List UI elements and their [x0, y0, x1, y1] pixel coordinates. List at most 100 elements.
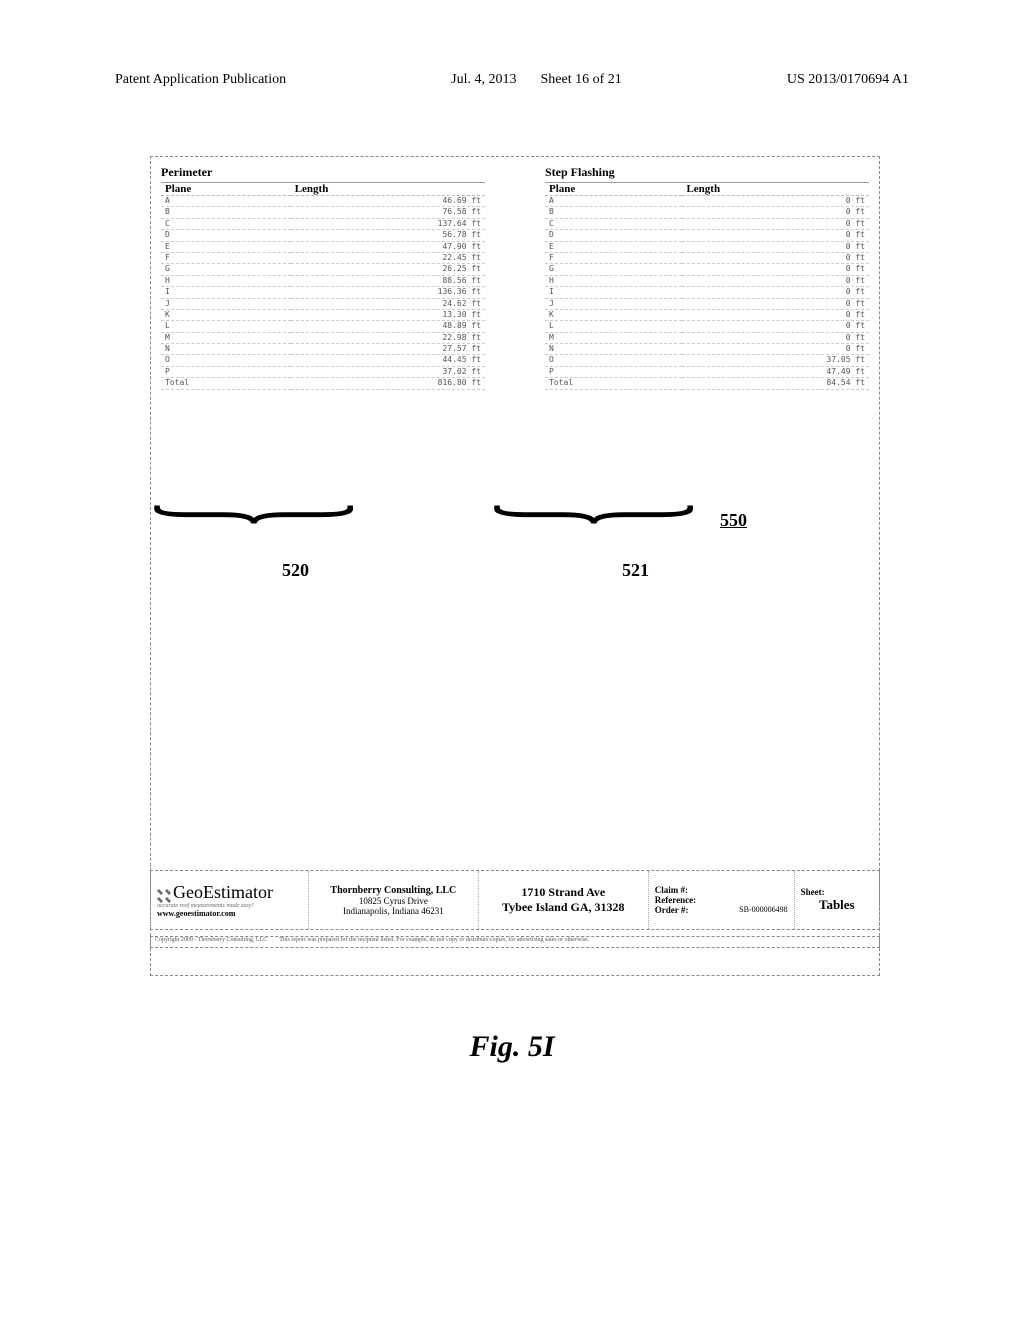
cell-length: 0 ft: [682, 252, 869, 263]
table-row: L48.89 ft: [161, 321, 485, 332]
cell-plane: H: [161, 275, 291, 286]
cell-length: 22.45 ft: [291, 252, 485, 263]
cell-length: 27.57 ft: [291, 344, 485, 355]
table-row: E47.90 ft: [161, 241, 485, 252]
cell-length: 137.64 ft: [291, 218, 485, 229]
table-row: O44.45 ft: [161, 355, 485, 366]
table-row: C0 ft: [545, 218, 869, 229]
cell-plane: H: [545, 275, 682, 286]
sheet-cell: Sheet: Tables: [795, 871, 879, 929]
cell-length: 13.30 ft: [291, 309, 485, 320]
cell-plane: B: [545, 207, 682, 218]
consult-name: Thornberry Consulting, LLC: [315, 885, 472, 896]
cell-length: 816.80 ft: [291, 378, 485, 389]
logo-icon: [157, 889, 171, 903]
stepflash-table: Plane Length A0 ftB0 ftC0 ftD0 ftE0 ftF0…: [545, 182, 869, 390]
cell-length: 0 ft: [682, 321, 869, 332]
cell-plane: N: [161, 344, 291, 355]
col-length: Length: [682, 183, 869, 196]
stepflash-block: Step Flashing Plane Length A0 ftB0 ftC0 …: [545, 165, 869, 967]
page-header: Patent Application Publication Jul. 4, 2…: [0, 72, 1024, 88]
cell-plane: G: [545, 264, 682, 275]
cell-plane: I: [161, 287, 291, 298]
property-cell: 1710 Strand Ave Tybee Island GA, 31328: [479, 871, 649, 929]
table-row: E0 ft: [545, 241, 869, 252]
table-row: F22.45 ft: [161, 252, 485, 263]
table-row: L0 ft: [545, 321, 869, 332]
table-row: N27.57 ft: [161, 344, 485, 355]
table-row: B0 ft: [545, 207, 869, 218]
table-row: K0 ft: [545, 309, 869, 320]
cell-plane: N: [545, 344, 682, 355]
ref-label: Reference:: [655, 895, 696, 905]
cell-length: 76.58 ft: [291, 207, 485, 218]
pub-number: US 2013/0170694 A1: [787, 72, 909, 88]
table-row: D0 ft: [545, 230, 869, 241]
table-row: Total84.54 ft: [545, 378, 869, 389]
callout-550: 550: [720, 510, 747, 531]
prop-addr1: 1710 Strand Ave: [485, 885, 642, 900]
cell-plane: F: [545, 252, 682, 263]
main-frame: Perimeter Plane Length A46.69 ftB76.58 f…: [150, 156, 880, 976]
table-row: K13.30 ft: [161, 309, 485, 320]
cell-length: 47.49 ft: [682, 366, 869, 377]
perimeter-title: Perimeter: [161, 165, 485, 180]
cell-plane: E: [545, 241, 682, 252]
cell-plane: A: [545, 196, 682, 207]
logo-url: www.geoestimator.com: [157, 909, 302, 918]
cell-length: 37.05 ft: [682, 355, 869, 366]
sheet-name: Tables: [801, 897, 873, 913]
cell-plane: O: [161, 355, 291, 366]
cell-length: 22.98 ft: [291, 332, 485, 343]
cell-length: 48.89 ft: [291, 321, 485, 332]
cell-plane: Total: [545, 378, 682, 389]
table-row: F0 ft: [545, 252, 869, 263]
cell-length: 0 ft: [682, 241, 869, 252]
cell-length: 26.25 ft: [291, 264, 485, 275]
table-row: C137.64 ft: [161, 218, 485, 229]
cell-plane: Total: [161, 378, 291, 389]
order-val: SB-000006498: [739, 905, 787, 915]
cell-length: 84.54 ft: [682, 378, 869, 389]
consult-addr2: Indianapolis, Indiana 46231: [315, 906, 472, 916]
col-length: Length: [291, 183, 485, 196]
logo-cell: GeoEstimator accurate roof measurements …: [151, 871, 309, 929]
cell-plane: O: [545, 355, 682, 366]
stepflash-title: Step Flashing: [545, 165, 869, 180]
table-row: M0 ft: [545, 332, 869, 343]
cell-plane: F: [161, 252, 291, 263]
cell-plane: I: [545, 287, 682, 298]
table-row: M22.98 ft: [161, 332, 485, 343]
sheet-label: Sheet:: [801, 887, 873, 897]
table-row: A0 ft: [545, 196, 869, 207]
callout-520: 520: [282, 560, 309, 581]
cell-length: 44.45 ft: [291, 355, 485, 366]
cell-length: 0 ft: [682, 309, 869, 320]
pub-date: Jul. 4, 2013: [451, 72, 516, 88]
prop-addr2: Tybee Island GA, 31328: [485, 900, 642, 915]
cell-plane: D: [545, 230, 682, 241]
cell-length: 0 ft: [682, 298, 869, 309]
cell-length: 0 ft: [682, 196, 869, 207]
footer-block: GeoEstimator accurate roof measurements …: [150, 870, 880, 930]
cell-plane: D: [161, 230, 291, 241]
cell-length: 0 ft: [682, 207, 869, 218]
cell-plane: L: [545, 321, 682, 332]
table-row: H0 ft: [545, 275, 869, 286]
table-row: I136.36 ft: [161, 287, 485, 298]
cell-plane: P: [545, 366, 682, 377]
cell-plane: A: [161, 196, 291, 207]
cell-plane: P: [161, 366, 291, 377]
cell-plane: M: [161, 332, 291, 343]
logo-text: GeoEstimator: [173, 882, 273, 902]
perimeter-table: Plane Length A46.69 ftB76.58 ftC137.64 f…: [161, 182, 485, 390]
table-row: J0 ft: [545, 298, 869, 309]
cell-plane: G: [161, 264, 291, 275]
cell-length: 47.90 ft: [291, 241, 485, 252]
cell-length: 0 ft: [682, 218, 869, 229]
table-row: G0 ft: [545, 264, 869, 275]
cell-plane: L: [161, 321, 291, 332]
cell-plane: J: [161, 298, 291, 309]
cell-plane: M: [545, 332, 682, 343]
cell-plane: K: [161, 309, 291, 320]
